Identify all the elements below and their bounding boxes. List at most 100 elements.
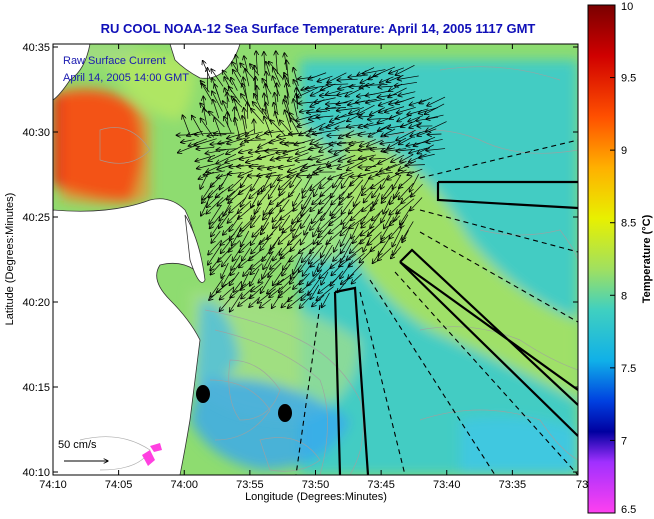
current-vector [294, 138, 315, 145]
current-vector [321, 244, 333, 264]
current-vector [208, 182, 225, 198]
current-vector [308, 245, 324, 264]
colorbar-label: Temperature (°C) [641, 214, 653, 303]
current-vector [359, 246, 376, 263]
current-vector [394, 81, 417, 86]
current-vector [359, 116, 373, 117]
current-vector [259, 233, 274, 245]
current-vector [372, 210, 383, 221]
current-vector [242, 116, 247, 135]
current-vector [371, 199, 379, 211]
current-vector [301, 290, 312, 300]
current-vector [278, 278, 293, 293]
current-vector [351, 273, 362, 284]
current-vector [336, 99, 354, 105]
current-vector [368, 72, 381, 79]
current-vector [278, 175, 295, 189]
current-vector [367, 118, 389, 119]
current-vector [209, 286, 225, 301]
current-vector [307, 270, 322, 286]
current-vector [228, 189, 244, 204]
current-vector [326, 120, 346, 128]
current-vector [360, 226, 373, 236]
current-vector [340, 221, 356, 236]
current-vector [331, 191, 345, 204]
current-vector [317, 75, 333, 82]
current-vector [385, 106, 405, 113]
colorbar-tick-label: 10 [621, 1, 633, 13]
cold-spots [142, 443, 162, 466]
current-vector [240, 230, 250, 247]
scale-vector: 50 cm/s [58, 439, 108, 461]
current-vector [227, 183, 244, 200]
current-vector [348, 179, 364, 198]
current-vector [220, 233, 235, 245]
current-vector [241, 173, 250, 188]
current-vector [393, 183, 403, 199]
x-tick-label: 73:50 [302, 479, 330, 491]
current-vector [302, 264, 312, 276]
current-vector [346, 158, 368, 170]
current-vector [392, 234, 403, 255]
current-vector [240, 215, 257, 232]
current-vector [377, 247, 392, 261]
current-vector [217, 246, 233, 263]
current-vector [251, 282, 264, 292]
current-vector [381, 220, 393, 239]
current-vector [254, 200, 262, 214]
current-vector [239, 148, 253, 153]
current-vector [286, 83, 288, 105]
current-vector [290, 118, 299, 133]
current-vector [337, 275, 352, 293]
current-vector [293, 253, 303, 274]
current-vector [228, 172, 245, 174]
current-vector [339, 171, 354, 178]
current-vector [321, 203, 333, 220]
station-marker-1 [196, 385, 210, 403]
current-vector [290, 173, 299, 187]
colorbar-tick-label: 9.5 [621, 73, 636, 85]
current-vector [227, 137, 247, 144]
current-vector [350, 238, 364, 253]
current-vector [363, 69, 386, 74]
current-vector [331, 263, 344, 275]
y-tick-label: 40:25 [22, 212, 50, 224]
current-vector [231, 77, 238, 91]
current-vector [251, 108, 264, 124]
current-vector [260, 276, 272, 293]
current-vector [310, 88, 326, 96]
current-vector [279, 180, 292, 196]
current-vector [235, 117, 240, 137]
current-vector [296, 94, 298, 110]
current-vector [402, 221, 414, 240]
current-vector [318, 195, 333, 214]
current-vector [229, 215, 241, 232]
current-vector [218, 212, 230, 228]
current-vector [363, 237, 371, 252]
current-vector [309, 122, 326, 131]
current-vector [360, 228, 374, 244]
current-vector [419, 97, 433, 104]
current-vector [413, 136, 436, 146]
current-vector [389, 112, 403, 119]
current-vector [357, 104, 375, 114]
current-vector [288, 287, 302, 302]
current-vector [353, 189, 363, 207]
current-vector [251, 207, 261, 220]
colorbar-tick-label: 9 [621, 145, 627, 157]
current-vector [278, 228, 296, 244]
current-vector [291, 215, 303, 231]
current-vector [389, 215, 401, 226]
current-vector [278, 286, 291, 298]
colorbar: 10 9.5 9 8.5 8 7.5 7 6.5 Temperature (°C) [587, 1, 653, 516]
current-vector [229, 197, 247, 213]
current-vector [395, 64, 415, 75]
current-vector [366, 98, 385, 103]
colorbar-gradient [587, 4, 616, 514]
current-vector [260, 238, 270, 251]
current-vector [224, 116, 232, 134]
current-vector [396, 129, 416, 140]
survey-box-south [333, 286, 370, 475]
x-tick-label: 74:00 [170, 479, 198, 491]
